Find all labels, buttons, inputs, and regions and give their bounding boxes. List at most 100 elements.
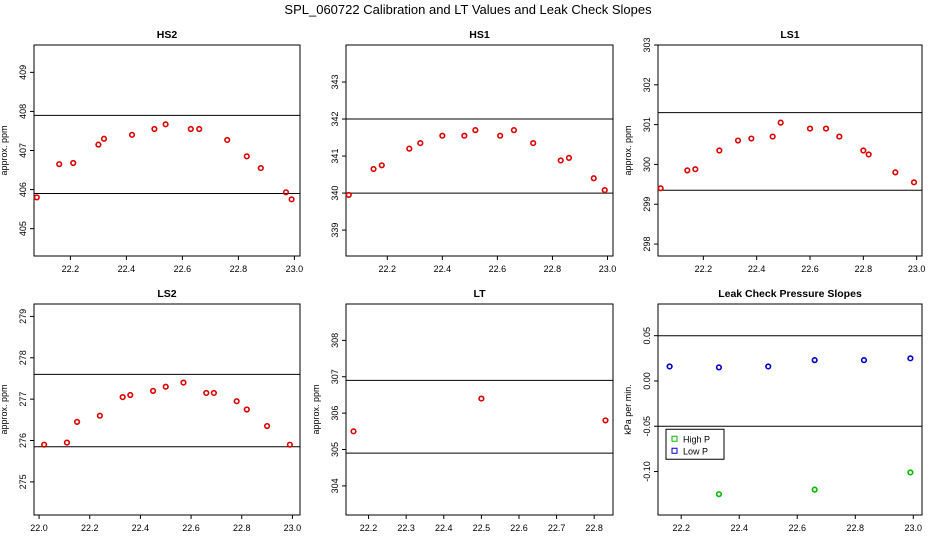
data-point [187,125,194,133]
x-tick-label: 22.6 [788,523,806,533]
data-point [257,164,264,172]
data-point [345,191,352,199]
y-tick-label: 304 [330,478,340,493]
x-tick-label: 22.2 [672,523,690,533]
figure-title: SPL_060722 Calibration and LT Values and… [284,2,652,17]
x-tick-label: 22.8 [544,264,562,274]
data-point [73,418,81,426]
y-tick-label: 301 [642,117,652,132]
data-point [233,398,240,405]
chart-ls1: LS1 approx. ppm 22.2 22.4 22.6 22.8 23.0 298 299… [623,29,925,274]
data-point [602,417,609,424]
data-point [370,165,377,173]
y-tick-label: 0.00 [642,372,652,390]
legend: High P Low P [665,428,725,460]
data-point [497,132,504,139]
y-tick-label: 277 [18,392,28,407]
plot-frame [345,44,614,257]
data-point [224,136,231,144]
y-tick-label: 405 [18,221,28,236]
x-tick-label: 22.2 [695,264,713,274]
data-point [128,131,136,138]
data-point [478,395,485,402]
plot-frame [657,44,923,257]
chart-leak: Leak Check Pressure Slopes kPa per min. 22… [623,288,923,533]
data-point [95,141,102,148]
plot-title: LT [473,288,486,300]
data-point [692,166,699,173]
x-tick-label: 22.6 [489,264,507,274]
y-axis-label: kPa per min. [623,384,633,435]
y-tick-label: 407 [18,143,28,158]
data-point [715,491,723,498]
legend-marker [671,447,678,454]
plot-title: LS1 [780,29,799,41]
plot-frame [33,303,301,516]
data-point [151,125,158,133]
data-point [180,379,187,386]
data-point [243,406,250,413]
x-tick-label: 22.8 [855,264,873,274]
data-point [822,125,830,132]
data-point [666,363,673,370]
x-tick-label: 22.8 [847,523,865,533]
x-tick-label: 22.4 [132,523,150,533]
data-point [811,357,818,364]
data-point [56,161,63,168]
x-tick-label: 22.6 [174,264,192,274]
data-point [149,387,157,394]
data-point [472,127,479,134]
data-point [777,119,784,126]
data-point [907,469,914,476]
data-point [162,383,169,390]
data-point [196,125,203,133]
data-point [715,364,723,371]
data-point [439,132,446,139]
y-tick-label: 341 [330,149,340,164]
data-point [406,145,413,152]
data-point [263,422,271,430]
data-point [836,133,843,140]
y-tick-label: 302 [642,77,652,92]
y-tick-label: 300 [642,157,652,172]
data-point [734,137,742,144]
y-tick-label: 343 [330,75,340,90]
y-tick-label: 307 [330,369,340,384]
data-point [100,135,108,142]
data-point [910,179,918,186]
y-axis-label: approx. ppm [0,384,9,434]
y-tick-label: 275 [18,474,28,489]
data-point [210,389,217,397]
y-axis-label: approx. ppm [311,384,321,434]
data-point [96,412,103,419]
x-tick-label: 22.3 [397,523,415,533]
x-tick-label: 22.2 [379,264,397,274]
y-tick-label: 303 [642,37,652,52]
data-point [70,159,77,167]
x-tick-label: 22.4 [434,264,452,274]
plot-title: Leak Check Pressure Slopes [718,288,862,300]
y-tick-label: -0.10 [642,461,652,482]
chart-lt: LT approx. ppm 22.2 22.3 22.4 22.5 22.6 22.7 22.… [311,288,614,533]
y-tick-label: 276 [18,433,28,448]
y-tick-label: 406 [18,182,28,197]
plot-frame [345,303,614,516]
y-tick-label: 408 [18,104,28,119]
chart-hs2: HS2 approx. ppm 22.2 22.4 22.6 22.8 23.0 405 406… [0,29,303,274]
data-point [601,187,608,194]
y-tick-label: 342 [330,112,340,127]
x-tick-label: 22.7 [548,523,566,533]
y-axis-label: approx. ppm [623,125,633,175]
data-point [41,441,48,448]
plot-frame [33,44,301,257]
y-tick-label: 339 [330,223,340,238]
data-point [865,151,872,158]
x-tick-label: 22.0 [30,523,48,533]
data-point [769,133,776,140]
x-tick-label: 23.0 [286,264,304,274]
x-tick-label: 22.8 [233,523,251,533]
data-point [378,162,385,169]
x-tick-label: 22.6 [801,264,819,274]
data-point [243,153,250,160]
